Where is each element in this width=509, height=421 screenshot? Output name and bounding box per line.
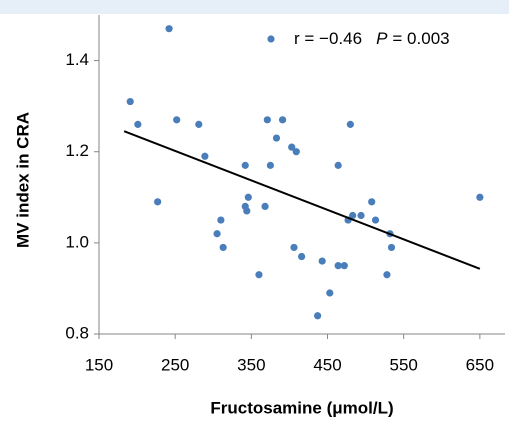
point <box>298 252 306 261</box>
point <box>255 271 263 279</box>
point <box>290 243 298 252</box>
point <box>340 262 348 270</box>
legend-marker <box>267 35 275 43</box>
y-tick-label: 1.2 <box>65 141 89 160</box>
y-tick-label: 1.0 <box>65 232 89 251</box>
point <box>154 198 162 206</box>
point <box>292 148 300 156</box>
y-tick-label: 1.4 <box>65 50 89 69</box>
point <box>219 243 227 252</box>
point <box>201 152 209 160</box>
point <box>346 120 354 128</box>
point <box>349 211 357 220</box>
point <box>217 216 225 224</box>
point <box>334 262 342 270</box>
y-tick-label: 0.8 <box>65 323 89 342</box>
legend-text: r = −0.46 P = 0.003 <box>294 29 450 48</box>
point <box>387 243 396 252</box>
legend-label: r = −0.46 <box>294 29 362 48</box>
p-text: = 0.003 <box>392 29 449 48</box>
point <box>195 120 203 128</box>
point <box>383 271 391 279</box>
x-axis-title: Fructosamine (μmol/L) <box>210 398 393 417</box>
x-tick-label: 350 <box>237 355 265 374</box>
point <box>261 202 269 210</box>
point <box>288 143 296 151</box>
point <box>266 161 274 169</box>
point <box>318 257 326 265</box>
top-band <box>0 0 509 14</box>
point <box>368 198 376 206</box>
x-tick-label: 550 <box>390 355 418 374</box>
x-tick-label: 450 <box>313 355 341 374</box>
y-axis-title: MV index in CRA <box>13 112 32 248</box>
point <box>314 312 322 320</box>
point <box>173 116 181 124</box>
x-tick-label: 250 <box>161 355 189 374</box>
point <box>165 25 173 33</box>
point <box>476 193 484 201</box>
point <box>263 116 271 124</box>
x-tick-label: 150 <box>85 355 113 374</box>
p-label: P <box>376 29 388 48</box>
point <box>134 120 142 128</box>
point <box>334 161 342 169</box>
trendline <box>123 130 481 270</box>
point <box>326 289 334 297</box>
point <box>241 161 249 169</box>
point <box>272 134 281 142</box>
x-tick-label: 650 <box>466 355 494 374</box>
point <box>244 193 252 201</box>
point <box>278 116 287 124</box>
point <box>213 230 221 238</box>
point <box>243 207 251 215</box>
point <box>371 216 380 224</box>
point <box>357 211 365 220</box>
point <box>126 97 134 106</box>
